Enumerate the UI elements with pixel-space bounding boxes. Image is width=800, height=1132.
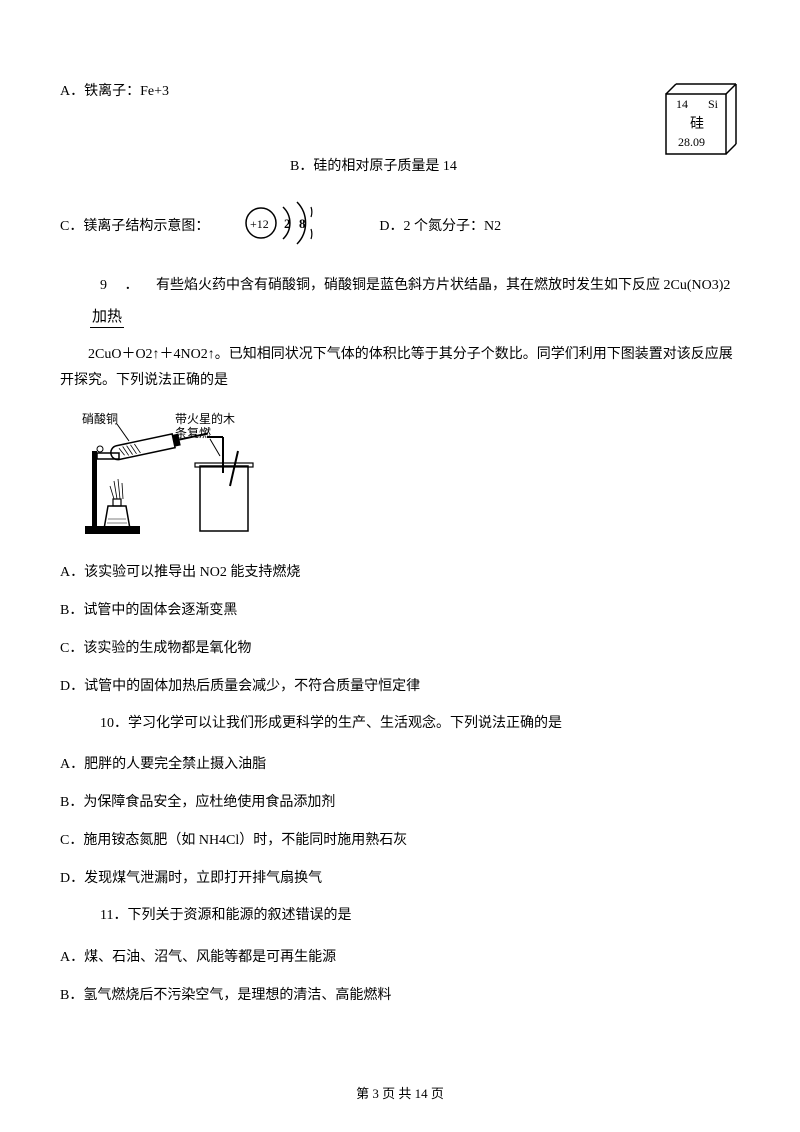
q9-text: 有些焰火药中含有硝酸铜，硝酸铜是蓝色斜方片状结晶，其在燃放时发生如下反应 2Cu… (156, 278, 730, 293)
q9-option-b: B．试管中的固体会逐渐变黑 (60, 599, 740, 619)
atom-core: +12 (250, 217, 269, 231)
label-splint-b: 条复燃 (175, 425, 211, 440)
apparatus-diagram: 硝酸铜 带火星的木 条复燃 (80, 411, 740, 541)
q10-option-c: C．施用铵态氮肥（如 NH4Cl）时，不能同时施用熟石灰 (60, 829, 740, 849)
q11-option-b: B．氢气燃烧后不污染空气，是理想的清洁、高能燃料 (60, 984, 740, 1004)
q9-number: 9 (100, 278, 107, 293)
option-cd-row: C．镁离子结构示意图： +12 2 8 D．2 个氮分子：N2 (60, 195, 740, 255)
option-c: C．镁离子结构示意图： (60, 215, 209, 235)
q9-option-d: D．试管中的固体加热后质量会减少，不符合质量守恒定律 (60, 675, 740, 695)
atom-shell1: 2 (284, 216, 291, 231)
label-splint-a: 带火星的木 (175, 411, 235, 426)
q9-body: 2CuO＋O2↑＋4NO2↑。已知相同状况下气体的体积比等于其分子个数比。同学们… (60, 342, 740, 392)
q9-option-c: C．该实验的生成物都是氧化物 (60, 637, 740, 657)
page-footer: 第 3 页 共 14 页 (0, 1083, 800, 1102)
q11-intro: 11．下列关于资源和能源的叙述错误的是 (60, 905, 740, 927)
option-b: B．硅的相对原子质量是 14 (290, 155, 457, 175)
silicon-element-box: 14 Si 硅 28.09 (660, 80, 740, 160)
q9-heating: 加热 (60, 305, 740, 342)
magnesium-ion-diagram: +12 2 8 (239, 195, 329, 255)
option-a: A．铁离子：Fe+3 (60, 80, 169, 100)
q9-option-a: A．该实验可以推导出 NO2 能支持燃烧 (60, 561, 740, 581)
option-d: D．2 个氮分子：N2 (379, 215, 501, 235)
q10-option-d: D．发现煤气泄漏时，立即打开排气扇换气 (60, 867, 740, 887)
si-name: 硅 (690, 116, 704, 132)
label-copper-nitrate: 硝酸铜 (82, 411, 118, 426)
si-mass: 28.09 (678, 135, 705, 149)
q10-option-b: B．为保障食品安全，应杜绝使用食品添加剂 (60, 791, 740, 811)
option-b-row: B．硅的相对原子质量是 14 (60, 155, 740, 175)
si-symbol: Si (708, 97, 719, 111)
q9-intro: 9 ． 有些焰火药中含有硝酸铜，硝酸铜是蓝色斜方片状结晶，其在燃放时发生如下反应… (60, 275, 740, 297)
q10-option-a: A．肥胖的人要完全禁止摄入油脂 (60, 753, 740, 773)
q11-option-a: A．煤、石油、沼气、风能等都是可再生能源 (60, 946, 740, 966)
si-number: 14 (676, 97, 688, 111)
q10-intro: 10．学习化学可以让我们形成更科学的生产、生活观念。下列说法正确的是 (60, 713, 740, 735)
atom-shell2: 8 (299, 216, 306, 231)
option-a-row: A．铁离子：Fe+3 14 Si 硅 28.09 (60, 80, 740, 160)
